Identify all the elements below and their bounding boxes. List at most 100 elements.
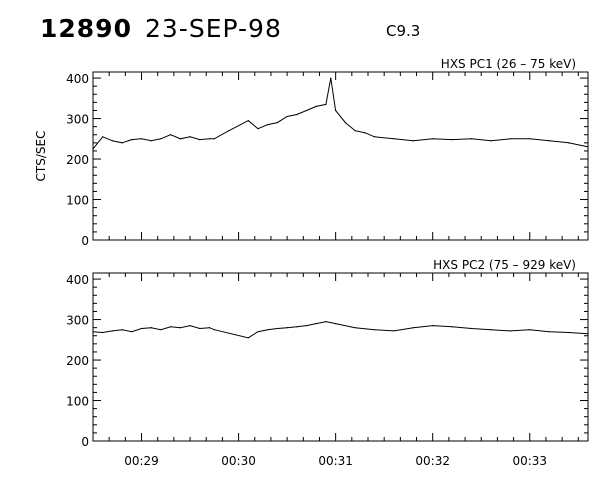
panel-1-data-point [208,138,211,140]
panel-1-data-point [470,138,473,140]
panel-2-ytick-label: 100 [66,395,89,409]
panel-1-data-point [296,113,298,116]
panel-2-frame [92,272,589,442]
panel-1-data-point [364,132,366,134]
panel-2-data-point [131,331,133,333]
panel-1-data-point [432,138,434,140]
panel-2-data-point [335,323,337,325]
panel-1-frame [92,71,589,241]
xtick-label: 00:30 [221,454,256,468]
panel-1-data-point [548,140,550,142]
panel-1-series-line [92,78,589,150]
xtick-label: 00:33 [512,454,547,468]
panel-1-data-point [335,109,337,112]
panel-1-data-point [412,140,414,142]
panel-1-ytick-label: 100 [66,194,89,208]
panel-1-data-point [490,140,492,142]
panel-1-data-point [170,134,172,136]
panel-1-title: HXS PC1 (26 – 75 keV) [441,57,576,71]
panel-1-data-point [276,122,279,124]
panel-2-data-point [111,330,114,332]
panel-2-data-point [92,331,94,333]
panel-1-data-point [160,138,162,140]
panel-1-ytick-label: 400 [66,72,89,86]
panel-2-data-point [548,331,550,333]
event-id: 12890 [40,14,132,43]
panel-1-data-point [451,139,453,141]
panel-2-data-point [315,323,317,325]
panel-1-data-point [111,140,114,142]
panel-2-data-point [199,327,201,330]
panel-1-data-point [529,138,531,140]
xtick-label: 00:29 [124,454,159,468]
panel-2-data-point [373,329,376,331]
panel-2-data-point [150,327,152,329]
panel-2-data-point [121,329,123,331]
panel-1-data-point [509,138,511,140]
panel-2-data-point [213,329,215,331]
panel-2-data-point [490,329,492,331]
panel-1-ytick-label: 200 [66,153,89,167]
panel-2-data-point [393,330,395,332]
panel-2-data-point [257,331,259,333]
panel-1-data-point [267,124,269,126]
panel-2-data-point [470,327,473,330]
panel-1-data-point [325,103,327,105]
panel-1-data-point [140,138,143,140]
panel-1-data-point [189,136,191,138]
panel-2-data-point [170,326,172,328]
panel-2-ytick-label: 200 [66,354,89,368]
panel-1-data-point [257,128,259,130]
panel-2-title: HXS PC2 (75 – 929 keV) [433,258,576,272]
panel-2-data-point [412,327,414,329]
panel-1-data-point [286,115,288,118]
panel-1-data-point [102,136,104,138]
xtick-label: 00:31 [318,454,353,468]
panel-2-data-point [267,329,269,331]
panel-2-data-point [276,327,279,330]
panel-1-data-point [354,130,356,132]
panel-2-data-point [529,329,531,331]
panel-1-data-point [228,130,230,132]
panel-1-data-point [587,146,589,148]
panel-1-data-point [373,136,376,138]
panel-2-series-line [92,321,589,339]
panel-1-data-point [330,77,332,79]
panel-2-data-point [354,327,356,329]
panel-2-data-point [509,330,511,332]
xtick-label: 00:32 [415,454,450,468]
panel-2-data-point [160,329,162,331]
panel-1-data-point [393,138,395,140]
panel-1-data-point [247,119,249,122]
flare-class: C9.3 [386,22,421,40]
panel-2-data-point [451,326,453,328]
panel-2-data-point [305,325,308,327]
panel-1-data-point [567,142,570,144]
panel-2-data-point [247,337,249,339]
panel-2-data-point [296,326,298,328]
panel-2-ytick-label: 300 [66,314,89,328]
panel-2-data-point [432,325,434,327]
panel-1-data-point [121,142,123,144]
panel-2-data-point [140,327,143,330]
panel-1-data-point [315,105,317,108]
panel-1-data-point [179,138,181,140]
panel-1-ytick-label: 0 [81,234,89,248]
panel-1-data-point [199,139,201,141]
panel-1-data-point [131,139,133,141]
panel-1-ylabel: CTS/SEC [34,131,48,182]
panel-1-data-point [150,140,152,142]
panel-2-data-point [567,331,570,334]
event-date: 23-SEP-98 [145,14,282,43]
panel-2-ytick-label: 400 [66,273,89,287]
panel-1-data-point [305,109,308,112]
panel-2-data-point [286,327,288,329]
panel-2-data-point [102,331,104,334]
panel-1-data-point [92,148,94,150]
panel-2-data-point [179,327,181,329]
panel-2-data-point [189,325,191,327]
panel-1-data-point [344,122,346,124]
panel-2-data-point [325,320,327,323]
panel-1-data-point [213,138,215,140]
